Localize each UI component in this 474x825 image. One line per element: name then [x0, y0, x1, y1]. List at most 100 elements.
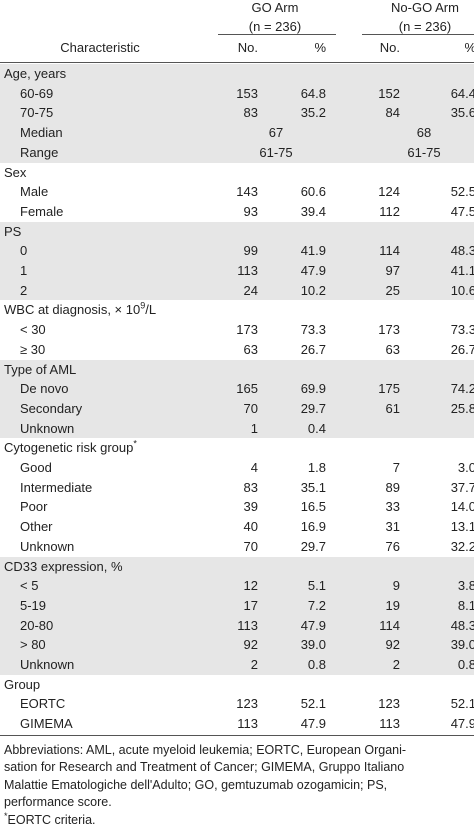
section-band — [0, 64, 474, 163]
cell: 16.5 — [300, 499, 326, 515]
column-header: % — [416, 38, 474, 57]
section-title-text: PS — [4, 223, 22, 239]
cell: 39.0 — [300, 637, 326, 653]
section-title: Cytogenetic risk group* — [4, 438, 137, 457]
cell: 47.9 — [300, 263, 326, 278]
section-title: Group — [4, 675, 40, 694]
section-title-sup: 9 — [140, 301, 146, 312]
cell: 173 — [236, 322, 258, 338]
cell: 165 — [236, 381, 258, 397]
row-label: Median — [20, 125, 63, 141]
section-title-text: WBC at diagnosis, × 10 — [4, 302, 141, 318]
section-title: Age, years — [4, 64, 66, 83]
row-label: 5-19 — [20, 597, 47, 613]
cell: 0.4 — [307, 420, 326, 436]
section-title-text: Type of AML — [4, 361, 77, 377]
section-title-text: CD33 expression, % — [4, 558, 123, 574]
row-label: EORTC — [20, 696, 66, 712]
cell: 113 — [379, 716, 400, 732]
section-title-text: Age, years — [4, 66, 67, 81]
cell: 3.0 — [457, 460, 474, 475]
cell: 4 — [250, 460, 258, 475]
row-label: Male — [20, 184, 49, 200]
row-label: 1 — [20, 263, 28, 278]
cell: 5.1 — [307, 578, 326, 594]
cell: 123 — [378, 696, 400, 712]
section-band — [0, 359, 474, 439]
footnote-line: sation for Research and Treatment of Can… — [4, 760, 405, 775]
merged-cell: 68 — [416, 125, 432, 141]
column-header: No. — [237, 40, 258, 55]
column-header: % — [314, 40, 326, 55]
cell: 47.5 — [450, 203, 474, 219]
cell: 52.1 — [300, 696, 326, 712]
cell: 39.0 — [450, 637, 474, 653]
cell: 17 — [243, 597, 258, 613]
cell: 35.6 — [450, 105, 474, 121]
cell: 73.3 — [300, 322, 326, 338]
cell: 29.7 — [300, 538, 326, 554]
row-label: Female — [20, 203, 64, 219]
cell: 60.6 — [300, 184, 326, 200]
cell: 0.8 — [457, 657, 474, 672]
cell: 152 — [378, 85, 400, 101]
column-header: No. — [379, 40, 400, 55]
cell: 76 — [385, 538, 400, 554]
row-label: GIMEMA — [20, 716, 73, 732]
cell: 7 — [392, 460, 400, 475]
cell: 10.2 — [300, 282, 326, 298]
cell: 64.4 — [450, 85, 474, 101]
row-label: > 80 — [20, 637, 46, 653]
section-title: WBC at diagnosis, × 109/L — [4, 300, 156, 319]
cell: 92 — [385, 637, 400, 653]
cell: 2 — [392, 657, 400, 672]
cell: 13.1 — [450, 519, 474, 535]
cell: 35.1 — [300, 479, 326, 495]
group-rule — [362, 34, 474, 35]
cell: 7.2 — [307, 597, 326, 613]
section-title: Type of AML — [4, 360, 76, 379]
cell: 25.8 — [450, 400, 474, 416]
table-bottom-rule — [0, 734, 474, 736]
cell: 52.5 — [450, 184, 474, 200]
section-title-text: Group — [4, 676, 41, 692]
cell: 173 — [378, 322, 400, 338]
row-label: Range — [20, 144, 59, 160]
merged-cell: 61-75 — [259, 144, 293, 160]
footnote-line: performance score. — [4, 795, 112, 810]
cell: 1.8 — [307, 460, 326, 475]
cell: 124 — [378, 184, 400, 200]
cell: 175 — [378, 381, 400, 397]
row-label: Good — [20, 460, 52, 475]
footnote-line: Malattie Ematologiche dell'Adulto; GO, g… — [4, 777, 388, 792]
footnote-mark: * — [4, 810, 8, 821]
footnote-line: *EORTC criteria. — [4, 810, 96, 825]
merged-cell: 61-75 — [407, 144, 441, 160]
row-label: Other — [20, 519, 53, 535]
cell: 32.2 — [450, 538, 474, 554]
cell: 113 — [237, 617, 258, 633]
row-label: Unknown — [20, 657, 75, 672]
row-label: Secondary — [20, 400, 83, 416]
cell: 97 — [385, 263, 400, 278]
cell: 24 — [243, 282, 258, 298]
cell: 19 — [385, 597, 400, 613]
cell: 29.7 — [300, 400, 326, 416]
cell: 25 — [385, 282, 400, 298]
cell: 41.1 — [450, 263, 474, 278]
cell: 39 — [243, 499, 258, 515]
cell: 47.9 — [300, 617, 326, 633]
cell: 47.9 — [450, 716, 474, 732]
cell: 84 — [385, 105, 400, 121]
cell: 52.1 — [450, 696, 474, 712]
row-label: Unknown — [20, 420, 75, 436]
cell: 9 — [392, 578, 400, 594]
row-label: < 5 — [20, 578, 39, 594]
cell: 70 — [243, 400, 258, 416]
cell: 99 — [243, 243, 258, 259]
cell: 26.7 — [300, 341, 326, 357]
merged-cell: 67 — [268, 125, 284, 141]
cell: 64.8 — [300, 85, 326, 101]
section-title-sup: * — [133, 438, 137, 449]
